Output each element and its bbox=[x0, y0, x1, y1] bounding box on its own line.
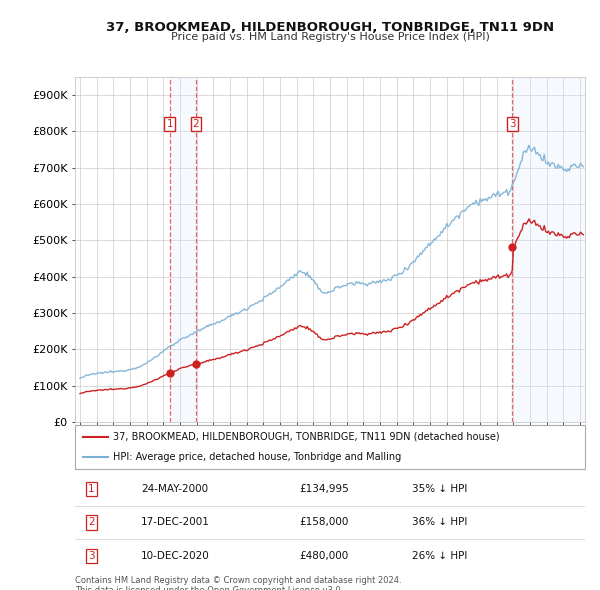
Text: 26% ↓ HPI: 26% ↓ HPI bbox=[412, 551, 467, 561]
Text: 2: 2 bbox=[193, 119, 199, 129]
Text: 10-DEC-2020: 10-DEC-2020 bbox=[142, 551, 210, 561]
Text: Price paid vs. HM Land Registry's House Price Index (HPI): Price paid vs. HM Land Registry's House … bbox=[170, 32, 490, 42]
Text: Contains HM Land Registry data © Crown copyright and database right 2024.
This d: Contains HM Land Registry data © Crown c… bbox=[75, 576, 401, 590]
Bar bbox=[512, 77, 585, 422]
Text: 1: 1 bbox=[88, 484, 95, 494]
Text: HPI: Average price, detached house, Tonbridge and Malling: HPI: Average price, detached house, Tonb… bbox=[113, 452, 401, 462]
Text: 1: 1 bbox=[167, 119, 173, 129]
Text: 17-DEC-2001: 17-DEC-2001 bbox=[142, 517, 210, 527]
Bar bbox=[170, 77, 196, 422]
Text: 37, BROOKMEAD, HILDENBOROUGH, TONBRIDGE, TN11 9DN (detached house): 37, BROOKMEAD, HILDENBOROUGH, TONBRIDGE,… bbox=[113, 432, 500, 442]
Text: 37, BROOKMEAD, HILDENBOROUGH, TONBRIDGE, TN11 9DN: 37, BROOKMEAD, HILDENBOROUGH, TONBRIDGE,… bbox=[106, 21, 554, 34]
Text: 24-MAY-2000: 24-MAY-2000 bbox=[142, 484, 208, 494]
Text: 3: 3 bbox=[509, 119, 515, 129]
Text: 3: 3 bbox=[88, 551, 95, 561]
Text: 35% ↓ HPI: 35% ↓ HPI bbox=[412, 484, 467, 494]
Text: £134,995: £134,995 bbox=[299, 484, 349, 494]
Text: 36% ↓ HPI: 36% ↓ HPI bbox=[412, 517, 467, 527]
Text: 2: 2 bbox=[88, 517, 95, 527]
Text: £158,000: £158,000 bbox=[299, 517, 349, 527]
Text: £480,000: £480,000 bbox=[299, 551, 349, 561]
